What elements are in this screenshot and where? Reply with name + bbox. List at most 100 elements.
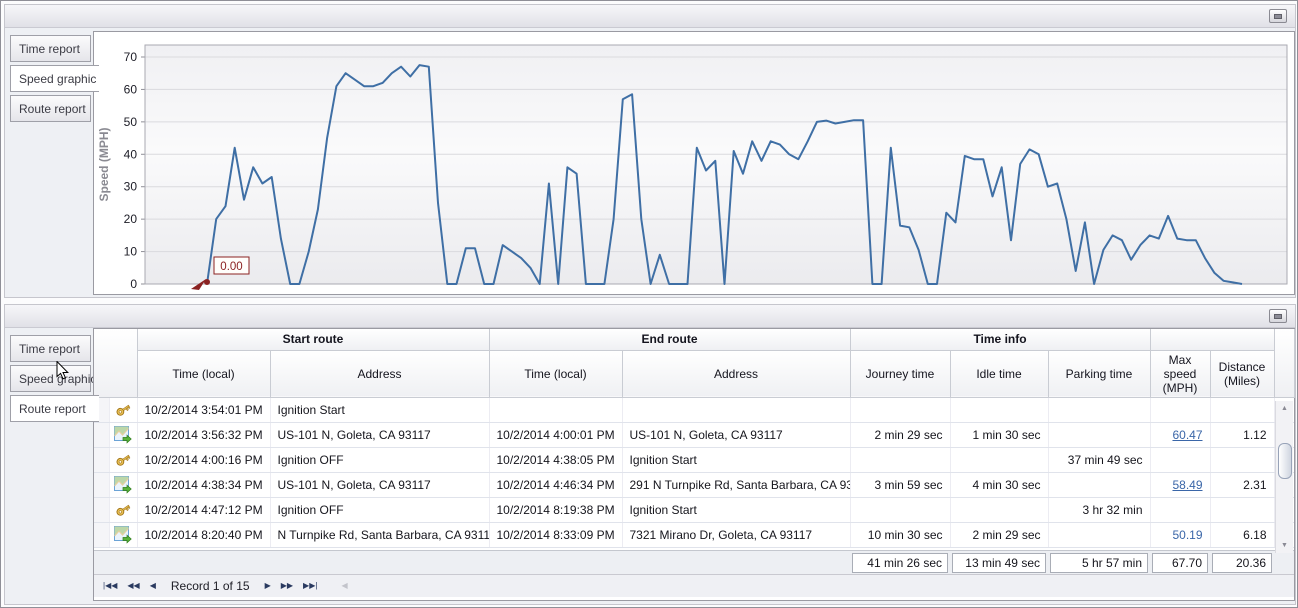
- key-icon: [114, 402, 132, 416]
- row-icon-cell: [109, 522, 138, 548]
- key-icon: [114, 452, 132, 466]
- annotation-box: [213, 256, 250, 275]
- cell-distance: [1210, 497, 1275, 523]
- row-indicator: [94, 472, 110, 498]
- cell-distance: 1.12: [1210, 422, 1275, 448]
- last-record-button[interactable]: ▶▶|: [303, 580, 318, 590]
- first-record-button[interactable]: |◀◀: [103, 580, 118, 590]
- report-tabs-bottom: Time report Speed graphic Route report: [10, 335, 104, 425]
- cell-end-address: 7321 Mirano Dr, Goleta, CA 93117: [622, 522, 851, 548]
- group-header-end-route: End route: [489, 329, 851, 351]
- column-header-max-speed[interactable]: Max speed (MPH): [1150, 350, 1211, 398]
- record-navigator: |◀◀ ◀◀ ◀ Record 1 of 15 ▶ ▶▶ ▶▶| ◀: [94, 573, 1294, 597]
- scrollbar-thumb[interactable]: [1278, 443, 1292, 479]
- cell-max-speed: [1150, 497, 1211, 523]
- cell-idle-time: [950, 447, 1049, 473]
- table-row[interactable]: 10/2/2014 4:00:16 PM Ignition OFF 10/2/201…: [94, 447, 1294, 473]
- y-tick-label: 20: [124, 212, 138, 226]
- table-row[interactable]: 10/2/2014 4:47:12 PM Ignition OFF 10/2/201…: [94, 497, 1294, 523]
- max-speed-link[interactable]: 60.47: [1172, 428, 1203, 442]
- route-icon: [114, 526, 132, 544]
- cell-start-address: US-101 N, Goleta, CA 93117: [270, 422, 490, 448]
- collapse-panel-icon: [1274, 313, 1282, 319]
- cell-start-address: Ignition Start: [270, 397, 490, 423]
- tab-time-report[interactable]: Time report: [10, 335, 91, 362]
- cell-max-speed: 60.47: [1150, 422, 1211, 448]
- column-header-end-time[interactable]: Time (local): [489, 350, 623, 398]
- max-speed-link[interactable]: 50.19: [1172, 528, 1203, 542]
- cell-idle-time: 1 min 30 sec: [950, 422, 1049, 448]
- cell-end-address: 291 N Turnpike Rd, Santa Barbara, CA 931…: [622, 472, 851, 498]
- cell-max-speed: 50.19: [1150, 522, 1211, 548]
- route-table-header: Start route End route Time info Time (lo…: [94, 329, 1295, 398]
- summary-max-speed: 67.70: [1152, 552, 1208, 573]
- column-header-start-time[interactable]: Time (local): [137, 350, 271, 398]
- tab-route-report[interactable]: Route report: [10, 95, 91, 122]
- cell-idle-time: [950, 397, 1049, 423]
- row-indicator: [94, 422, 110, 448]
- column-header-idle-time[interactable]: Idle time: [950, 350, 1049, 398]
- tab-time-report[interactable]: Time report: [10, 35, 91, 62]
- row-icon-cell: [109, 397, 138, 423]
- hscroll-left-button[interactable]: ◀: [341, 580, 348, 590]
- y-tick-label: 0: [130, 277, 137, 291]
- cell-idle-time: 2 min 29 sec: [950, 522, 1049, 548]
- route-table-body: 10/2/2014 3:54:01 PM Ignition Start 10/2/2…: [94, 397, 1294, 550]
- cell-start-address: N Turnpike Rd, Santa Barbara, CA 93111: [270, 522, 490, 548]
- scroll-up-icon[interactable]: ▲: [1281, 405, 1288, 412]
- table-row[interactable]: 10/2/2014 8:20:40 PM N Turnpike Rd, Santa…: [94, 522, 1294, 548]
- summary-journey-time: 41 min 26 sec: [852, 552, 948, 573]
- y-tick-label: 50: [124, 115, 138, 129]
- row-indicator: [94, 497, 110, 523]
- row-icon-cell: [109, 497, 138, 523]
- table-row[interactable]: 10/2/2014 4:38:34 PM US-101 N, Goleta, CA…: [94, 472, 1294, 498]
- table-row[interactable]: 10/2/2014 3:56:32 PM US-101 N, Goleta, CA…: [94, 422, 1294, 448]
- cell-start-address: Ignition OFF: [270, 497, 490, 523]
- row-icon-cell: [109, 472, 138, 498]
- bottom-panel-header: [5, 305, 1295, 328]
- next-page-button[interactable]: ▶▶: [280, 580, 294, 590]
- tab-speed-graphic[interactable]: Speed graphic: [10, 365, 96, 392]
- vertical-scrollbar[interactable]: ▲ ▼: [1275, 401, 1293, 553]
- summary-parking-time: 5 hr 57 min: [1050, 552, 1148, 573]
- scroll-down-icon[interactable]: ▼: [1281, 542, 1288, 549]
- cell-end-time: 10/2/2014 4:00:01 PM: [489, 422, 623, 448]
- cell-max-speed: [1150, 447, 1211, 473]
- prev-page-button[interactable]: ◀◀: [127, 580, 140, 590]
- cell-parking-time: [1048, 422, 1151, 448]
- record-counter: Record 1 of 15: [170, 578, 250, 593]
- cell-start-time: 10/2/2014 4:47:12 PM: [137, 497, 271, 523]
- collapse-button-top[interactable]: [1269, 9, 1287, 23]
- cell-end-time: 10/2/2014 4:38:05 PM: [489, 447, 623, 473]
- group-header-blank: [1150, 329, 1275, 351]
- prev-record-button[interactable]: ◀: [149, 580, 156, 590]
- column-header-end-address[interactable]: Address: [622, 350, 851, 398]
- max-speed-link[interactable]: 58.49: [1172, 478, 1203, 492]
- summary-row: 41 min 26 sec 13 min 49 sec 5 hr 57 min …: [94, 549, 1294, 574]
- cell-distance: 2.31: [1210, 472, 1275, 498]
- cell-start-time: 10/2/2014 3:54:01 PM: [137, 397, 271, 423]
- column-header-journey-time[interactable]: Journey time: [850, 350, 951, 398]
- tab-route-report[interactable]: Route report: [10, 395, 99, 422]
- table-row[interactable]: 10/2/2014 3:54:01 PM Ignition Start: [94, 397, 1294, 423]
- column-header-start-address[interactable]: Address: [270, 350, 490, 398]
- cell-journey-time: 10 min 30 sec: [850, 522, 951, 548]
- marker-arrow: [191, 279, 206, 290]
- next-record-button[interactable]: ▶: [264, 580, 271, 590]
- data-point-marker: [204, 279, 210, 285]
- cell-journey-time: 2 min 29 sec: [850, 422, 951, 448]
- tab-speed-graphic[interactable]: Speed graphic: [10, 65, 99, 92]
- group-header-time-info: Time info: [850, 329, 1151, 351]
- cell-start-address: Ignition OFF: [270, 447, 490, 473]
- column-header-distance[interactable]: Distance (Miles): [1210, 350, 1275, 398]
- summary-spacer: [94, 551, 850, 574]
- cell-parking-time: [1048, 397, 1151, 423]
- y-tick-label: 10: [124, 245, 138, 259]
- summary-idle-time: 13 min 49 sec: [952, 552, 1046, 573]
- header-corner: [94, 329, 138, 398]
- collapse-button-bottom[interactable]: [1269, 309, 1287, 323]
- column-header-parking-time[interactable]: Parking time: [1048, 350, 1151, 398]
- cell-start-address: US-101 N, Goleta, CA 93117: [270, 472, 490, 498]
- row-icon-cell: [109, 447, 138, 473]
- cell-idle-time: [950, 497, 1049, 523]
